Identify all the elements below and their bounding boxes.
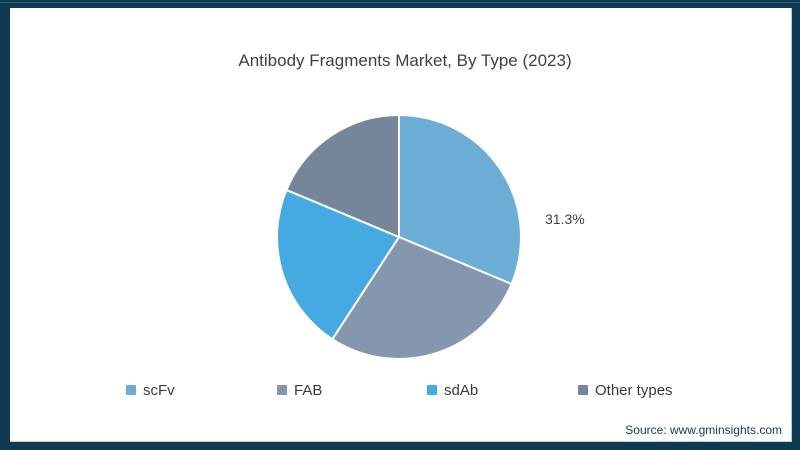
legend-label-sdab: sdAb [444,381,479,399]
frame-accent-line [0,2,800,3]
legend-label-fab: FAB [294,381,323,399]
chart-title: Antibody Fragments Market, By Type (2023… [238,51,572,70]
legend-item-scfv: scFv [126,381,175,399]
legend-swatch-scfv [126,385,136,395]
legend-label-scfv: scFv [143,381,175,399]
legend-swatch-sdab [427,385,437,395]
pie-slice-sdab [276,188,400,341]
legend-item-other-types: Other types [578,381,673,399]
source-attribution: Source: www.gminsights.com [625,423,782,437]
pie-slice-fab [331,236,513,361]
legend-item-sdab: sdAb [427,381,478,399]
legend-item-fab: FAB [277,381,322,399]
legend-label-other-types: Other types [595,381,673,399]
pie-slice-scfv [398,114,522,286]
pie-slice-other-types [285,114,400,238]
pie-chart [276,114,522,361]
legend-swatch-fab [277,385,287,395]
legend-swatch-other-types [578,385,588,395]
slice-value-label: 31.3% [545,211,585,227]
